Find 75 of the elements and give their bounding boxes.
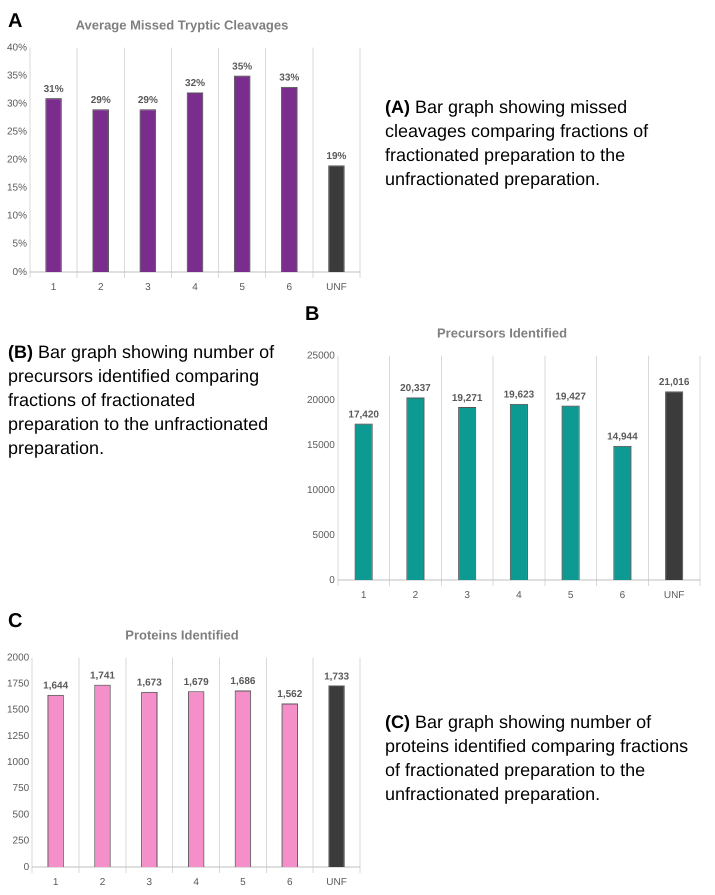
y-tick-label: 2000 xyxy=(6,652,30,664)
data-label: 20,337 xyxy=(400,383,432,394)
data-label: 1,673 xyxy=(136,678,162,689)
data-label: 1,644 xyxy=(43,680,69,692)
x-tick-label: 1 xyxy=(360,590,367,601)
data-label: 19,427 xyxy=(555,391,586,402)
y-tick-label: 25000 xyxy=(306,350,336,362)
y-tick-label: 1750 xyxy=(6,678,30,690)
text: (A) Bar graph showing missed cleavages comparing fractions of fractionated preparation to the unfractionated preparation. xyxy=(385,97,648,189)
data-label: 29% xyxy=(138,95,158,106)
data-label: 17,420 xyxy=(348,409,380,420)
y-tick-label: 35% xyxy=(7,70,28,82)
y-tick-label: 5% xyxy=(12,238,28,250)
y-tick-label: 500 xyxy=(12,809,30,820)
y-tick-label: 750 xyxy=(12,783,30,794)
y-tick-label: 5000 xyxy=(312,530,336,541)
data-label: 31% xyxy=(44,84,64,95)
data-label: 35% xyxy=(232,61,252,72)
chart-title: Average Missed Tryptic Cleavages xyxy=(76,17,288,32)
data-label: 21,016 xyxy=(658,377,690,388)
y-tick-label: 1500 xyxy=(6,704,30,716)
data-label: 19% xyxy=(326,151,347,162)
y-tick-label: 1000 xyxy=(6,757,30,768)
x-tick-label: 4 xyxy=(516,590,522,601)
y-tick-label: 15000 xyxy=(306,440,336,452)
data-label: 1,562 xyxy=(277,689,303,700)
text: A xyxy=(8,10,22,33)
y-tick-label: 0 xyxy=(329,574,336,586)
x-tick-label: 6 xyxy=(286,876,293,888)
data-label: 14,944 xyxy=(607,432,638,443)
y-tick-label: 20000 xyxy=(306,395,336,406)
data-label: 1,679 xyxy=(184,676,210,688)
x-tick-label: 6 xyxy=(286,282,293,293)
y-tick-label: 0 xyxy=(24,862,30,873)
chart-title: Proteins Identified xyxy=(125,627,239,642)
x-tick-label: 3 xyxy=(464,590,470,601)
x-tick-label: UNF xyxy=(326,876,347,888)
data-label: 19,623 xyxy=(504,390,535,401)
x-tick-label: 1 xyxy=(50,282,57,293)
x-tick-label: 5 xyxy=(240,876,246,888)
y-tick-label: 1250 xyxy=(6,730,30,742)
x-tick-label: 6 xyxy=(620,590,626,601)
y-tick-label: 10% xyxy=(7,210,28,222)
y-tick-label: 10000 xyxy=(306,484,336,496)
x-tick-label: 5 xyxy=(568,590,574,601)
data-label: 29% xyxy=(90,95,111,106)
x-tick-label: 2 xyxy=(100,876,106,888)
x-tick-label: 2 xyxy=(412,590,419,601)
data-label: 19,271 xyxy=(452,392,483,404)
data-label: 1,686 xyxy=(230,676,256,688)
x-tick-label: 1 xyxy=(52,876,59,888)
data-label: 33% xyxy=(279,72,300,84)
x-tick-label: UNF xyxy=(326,282,347,293)
x-tick-label: 5 xyxy=(239,282,246,293)
y-tick-label: 20% xyxy=(7,154,28,166)
x-tick-label: 2 xyxy=(98,282,104,293)
y-tick-label: 30% xyxy=(7,98,28,110)
data-label: 1,741 xyxy=(90,670,116,682)
y-tick-label: 250 xyxy=(12,836,30,847)
x-tick-label: UNF xyxy=(664,590,684,601)
x-tick-label: 3 xyxy=(146,876,153,888)
y-tick-label: 15% xyxy=(7,182,28,194)
text: (B) Bar graph showing number of precursors identified comparing fractions of fractionated preparation to the unfractionated preparation. xyxy=(8,342,274,458)
y-tick-label: 40% xyxy=(7,42,28,54)
text: C xyxy=(8,610,22,633)
data-label: 1,733 xyxy=(324,671,350,682)
y-tick-label: 0% xyxy=(12,266,28,278)
x-tick-label: 3 xyxy=(145,282,152,293)
chart-title: Precursors Identified xyxy=(436,325,568,340)
text: B xyxy=(305,303,320,326)
x-tick-label: 4 xyxy=(192,282,198,293)
y-tick-label: 25% xyxy=(7,126,28,138)
text: (C) Bar graph showing number of proteins identified comparing fractions of fractionated preparation to the unfractionated preparation. xyxy=(385,712,688,804)
data-label: 32% xyxy=(185,78,206,90)
x-tick-label: 4 xyxy=(193,876,200,888)
